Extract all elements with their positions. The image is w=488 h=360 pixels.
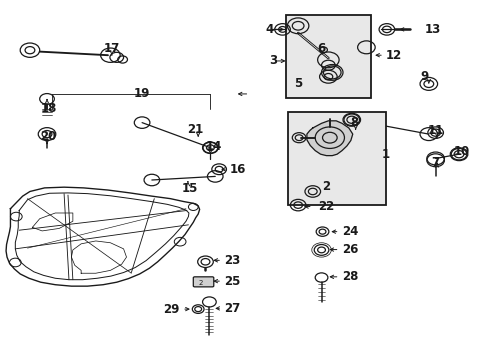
Text: 1: 1 [381,148,389,161]
Text: 5: 5 [293,77,302,90]
Text: 27: 27 [224,302,240,315]
Text: 8: 8 [350,116,358,129]
Text: 6: 6 [316,41,325,54]
Text: 16: 16 [229,163,246,176]
Text: 2: 2 [322,180,330,193]
Text: 29: 29 [163,303,179,316]
Text: 28: 28 [341,270,358,283]
Text: 21: 21 [187,122,203,136]
Text: 11: 11 [427,124,443,137]
Text: 23: 23 [224,254,240,267]
Text: 18: 18 [40,102,57,115]
Text: 25: 25 [224,275,240,288]
Text: 9: 9 [420,69,428,82]
Text: 20: 20 [41,130,57,144]
Text: 4: 4 [265,23,273,36]
Text: 24: 24 [341,225,358,238]
Text: 2: 2 [198,280,203,285]
Text: 10: 10 [453,145,469,158]
Text: 13: 13 [424,23,440,36]
Text: 19: 19 [134,87,150,100]
Text: 17: 17 [103,41,120,54]
Text: 14: 14 [205,140,222,153]
Text: 12: 12 [385,49,401,62]
Text: 7: 7 [431,156,439,169]
FancyBboxPatch shape [193,277,213,287]
Bar [288,112,385,205]
Text: 3: 3 [268,54,277,67]
Text: 15: 15 [182,182,198,195]
Text: 26: 26 [341,243,358,256]
Polygon shape [306,121,352,156]
Bar [285,15,370,98]
Text: 22: 22 [317,200,333,213]
